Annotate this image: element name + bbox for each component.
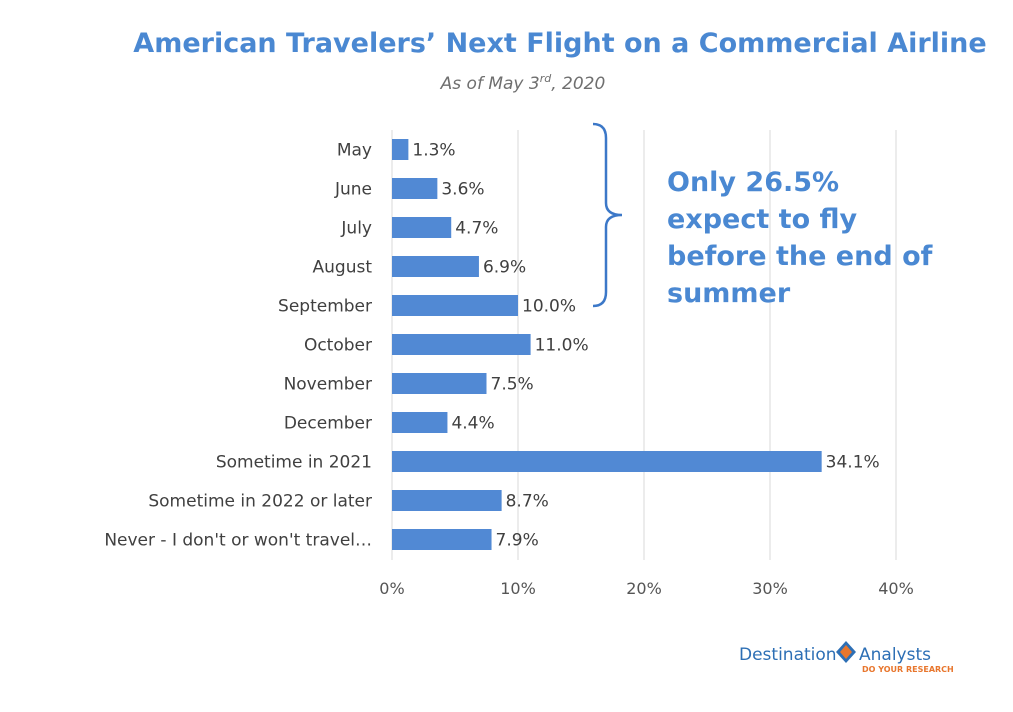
x-tick-label: 30% bbox=[752, 579, 788, 598]
bar bbox=[392, 178, 438, 199]
data-label: 8.7% bbox=[506, 492, 549, 512]
bar bbox=[392, 256, 479, 277]
category-label: August bbox=[313, 258, 373, 278]
subtitle-tail: , 2020 bbox=[551, 74, 605, 94]
data-label: 10.0% bbox=[522, 297, 576, 317]
logo: Destination Analysts DO YOUR RESEARCH bbox=[739, 641, 954, 674]
callout-line: expect to fly bbox=[667, 204, 858, 235]
logo-tagline: DO YOUR RESEARCH bbox=[862, 665, 954, 674]
x-tick-label: 40% bbox=[878, 579, 914, 598]
category-label: December bbox=[284, 414, 372, 434]
callout-line: Only 26.5% bbox=[667, 167, 839, 198]
x-tick-label: 10% bbox=[500, 579, 536, 598]
category-label: May bbox=[337, 141, 372, 161]
data-label: 11.0% bbox=[535, 336, 589, 356]
bars bbox=[392, 139, 822, 550]
category-labels: May June July August September October Novembe… bbox=[104, 141, 372, 551]
chart-title: American Travelers’ Next Flight on a Com… bbox=[133, 28, 986, 59]
data-labels: 1.3% 3.6% 4.7% 6.9% 10.0% 11.0%7.5% 4.4% 34.1% 8… bbox=[412, 141, 879, 551]
bar bbox=[392, 412, 448, 433]
category-label: Sometime in 2021 bbox=[216, 453, 372, 473]
data-label: 3.6% bbox=[441, 180, 484, 200]
x-tick-label: 0% bbox=[379, 579, 404, 598]
data-label: 1.3% bbox=[412, 141, 455, 161]
bar bbox=[392, 451, 822, 472]
category-label: Sometime in 2022 or later bbox=[148, 492, 372, 512]
category-label: July bbox=[340, 219, 372, 239]
summer-brace bbox=[592, 122, 623, 308]
category-label: June bbox=[334, 180, 372, 200]
bar bbox=[392, 217, 452, 238]
category-label: October bbox=[304, 336, 372, 356]
x-axis-ticks: 0% 10% 20% 30% 40% bbox=[379, 579, 913, 598]
x-tick-label: 20% bbox=[626, 579, 662, 598]
category-label: Never - I don't or won't travel… bbox=[104, 531, 372, 551]
logo-word-destination: Destination bbox=[739, 645, 837, 665]
bar bbox=[392, 295, 518, 316]
data-label: 7.9% bbox=[496, 531, 539, 551]
callout-line: before the end of bbox=[667, 241, 933, 272]
bar bbox=[392, 334, 531, 355]
data-label: 6.9% bbox=[483, 258, 526, 278]
subtitle-superscript: rd bbox=[540, 72, 553, 85]
data-label: 4.7% bbox=[455, 219, 498, 239]
chart-subtitle: As of May 3rd, 2020 bbox=[440, 72, 606, 94]
logo-word-analysts: Analysts bbox=[859, 645, 931, 665]
bar bbox=[392, 139, 409, 160]
data-label: 4.4% bbox=[451, 414, 494, 434]
data-label: 7.5% bbox=[491, 375, 534, 395]
callout-text: Only 26.5% expect to fly before the end … bbox=[667, 167, 942, 309]
subtitle-main: As of May 3 bbox=[440, 74, 540, 94]
data-label: 34.1% bbox=[826, 453, 880, 473]
bar bbox=[392, 373, 487, 394]
callout-line: summer bbox=[667, 278, 791, 309]
category-label: November bbox=[284, 375, 372, 395]
logo-diamond-icon bbox=[836, 641, 856, 663]
bar bbox=[392, 490, 502, 511]
category-label: September bbox=[278, 297, 372, 317]
bar bbox=[392, 529, 492, 550]
